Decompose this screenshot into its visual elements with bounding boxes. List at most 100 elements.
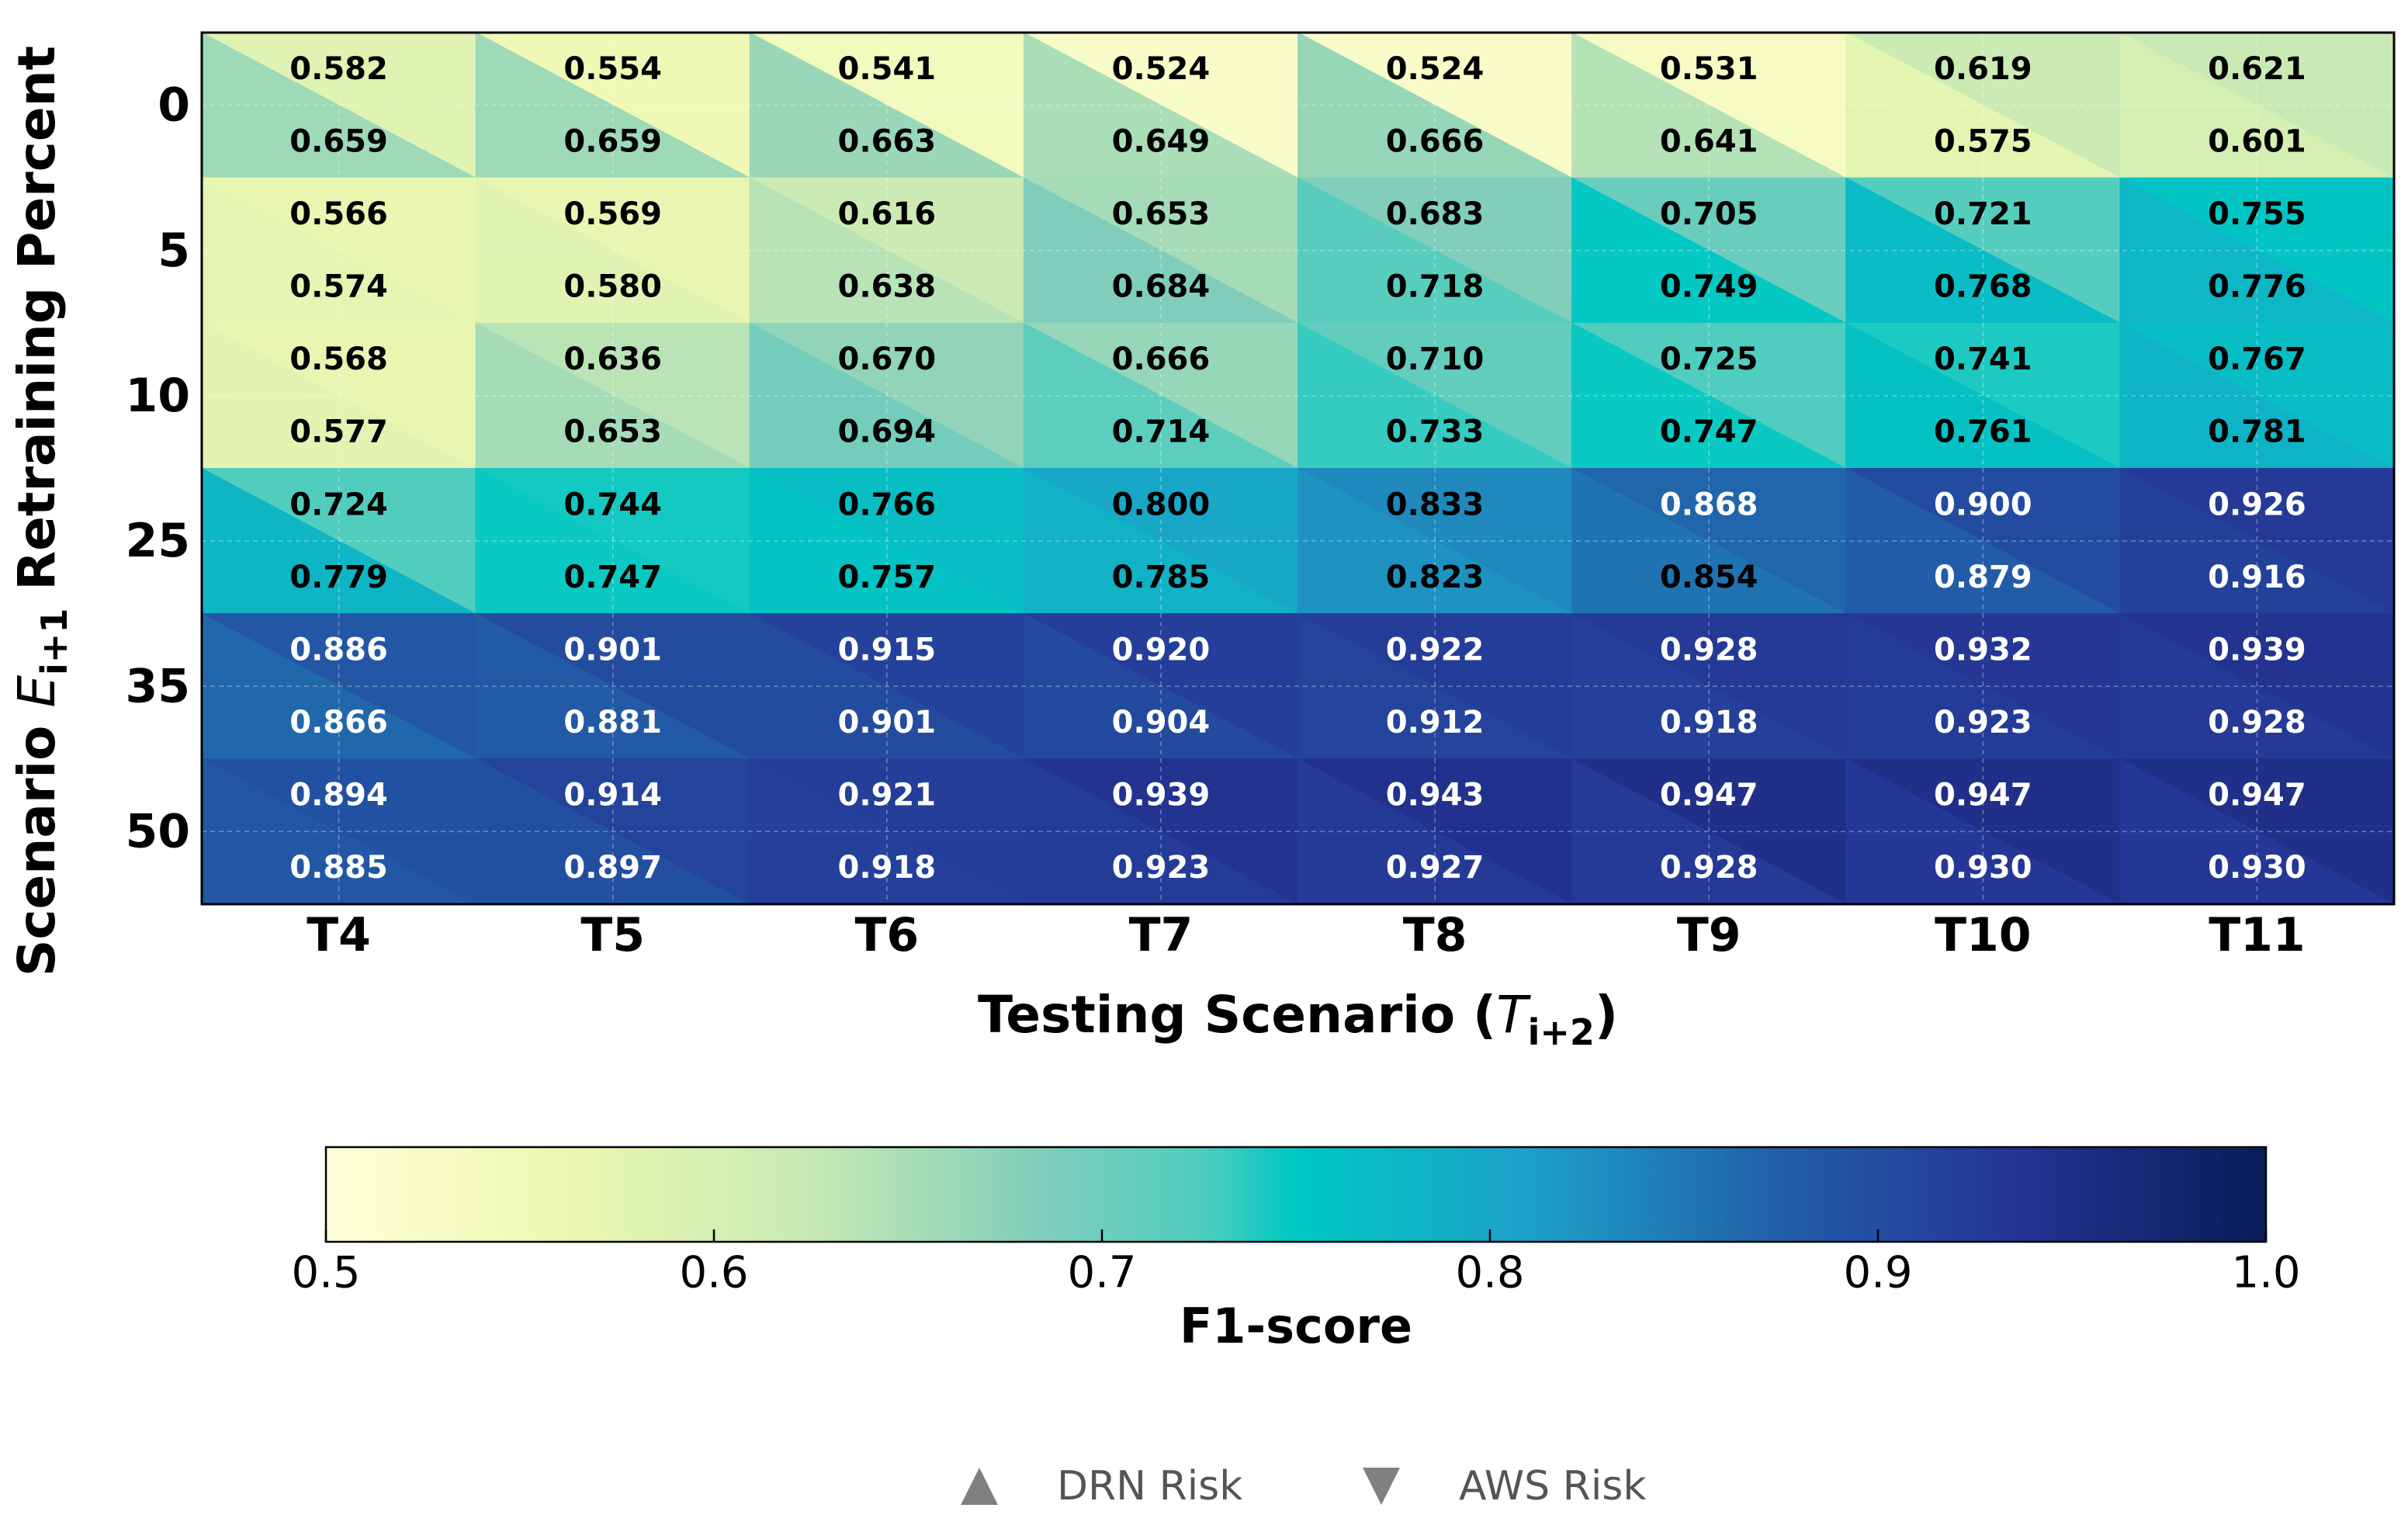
triangle-up-icon (961, 1468, 998, 1505)
aws-value-label: 0.927 (1386, 850, 1485, 886)
axes: T4 T5 T6 T7 T8 T9 T10 T11 0 5 10 25 35 50 Testing Scen… (7, 31, 2396, 1053)
drn-value-label: 0.767 (2208, 341, 2306, 377)
aws-value-label: 0.757 (838, 560, 937, 595)
aws-value-label: 0.918 (838, 850, 937, 886)
y-axis-label: Scenario Ei+1 Retraining Percent (7, 46, 75, 976)
drn-value-label: 0.901 (563, 632, 662, 667)
drn-value-label: 0.582 (289, 51, 388, 87)
gridlines (202, 33, 2394, 904)
aws-value-label: 0.601 (2208, 123, 2306, 159)
drn-value-label: 0.710 (1386, 341, 1485, 377)
colorbar-tick-label: 0.5 (291, 1248, 360, 1298)
aws-value-label: 0.928 (1660, 850, 1758, 886)
aws-value-label: 0.575 (1934, 123, 2032, 159)
aws-value-label: 0.781 (2208, 414, 2306, 450)
drn-value-label: 0.566 (289, 196, 388, 232)
x-tick-label: T4 (307, 908, 371, 962)
drn-value-label: 0.636 (563, 341, 662, 377)
aws-value-label: 0.923 (1112, 850, 1211, 886)
drn-value-label: 0.616 (838, 196, 937, 232)
x-tick-label: T11 (2209, 908, 2305, 962)
drn-value-label: 0.939 (2208, 632, 2306, 667)
drn-value-label: 0.947 (1934, 778, 2032, 813)
aws-value-label: 0.666 (1386, 123, 1485, 159)
drn-value-label: 0.914 (563, 778, 662, 813)
aws-value-label: 0.918 (1660, 705, 1758, 740)
aws-value-label: 0.779 (289, 560, 388, 595)
drn-value-label: 0.947 (2208, 778, 2306, 813)
aws-value-label: 0.930 (1934, 850, 2032, 886)
aws-value-label: 0.580 (563, 269, 662, 305)
y-tick-label: 25 (126, 514, 191, 568)
aws-value-label: 0.904 (1112, 705, 1211, 740)
drn-value-label: 0.900 (1934, 487, 2032, 522)
aws-value-label: 0.776 (2208, 269, 2306, 305)
drn-value-label: 0.653 (1112, 196, 1211, 232)
x-tick-label: T6 (854, 908, 919, 962)
aws-value-label: 0.866 (289, 705, 388, 740)
colorbar-tick-label: 1.0 (2231, 1248, 2300, 1298)
drn-value-label: 0.922 (1386, 632, 1485, 667)
plot-frame (200, 31, 2396, 906)
drn-value-label: 0.724 (289, 487, 388, 522)
drn-value-label: 0.886 (289, 632, 388, 667)
aws-value-label: 0.684 (1112, 269, 1211, 305)
drn-value-label: 0.766 (838, 487, 937, 522)
drn-value-label: 0.721 (1934, 196, 2032, 232)
x-tick-label: T8 (1403, 908, 1467, 962)
aws-value-label: 0.641 (1660, 123, 1758, 159)
aws-value-label: 0.768 (1934, 269, 2032, 305)
aws-value-label: 0.879 (1934, 560, 2032, 595)
colorbar: 0.5 0.6 0.7 0.8 0.9 1.0 F1-score (291, 1146, 2301, 1354)
drn-value-label: 0.621 (2208, 51, 2306, 87)
drn-value-label: 0.741 (1934, 341, 2032, 377)
aws-value-label: 0.923 (1934, 705, 2032, 740)
colorbar-tick-label: 0.7 (1067, 1248, 1136, 1298)
aws-value-label: 0.916 (2208, 560, 2306, 595)
aws-value-label: 0.761 (1934, 414, 2032, 450)
aws-value-label: 0.733 (1386, 414, 1485, 450)
aws-value-label: 0.649 (1112, 123, 1211, 159)
colorbar-gradient (324, 1146, 2268, 1243)
aws-value-label: 0.854 (1660, 560, 1758, 595)
drn-value-label: 0.920 (1112, 632, 1211, 667)
drn-value-label: 0.541 (838, 51, 937, 87)
drn-value-label: 0.554 (563, 51, 662, 87)
drn-value-label: 0.932 (1934, 632, 2032, 667)
x-tick-label: T7 (1129, 908, 1194, 962)
aws-value-label: 0.901 (838, 705, 937, 740)
x-axis-label: Testing Scenario (Ti+2) (978, 985, 1618, 1053)
drn-value-label: 0.947 (1660, 778, 1758, 813)
aws-value-label: 0.912 (1386, 705, 1485, 740)
aws-value-label: 0.663 (838, 123, 937, 159)
aws-value-label: 0.659 (563, 123, 662, 159)
y-tick-label: 35 (126, 659, 191, 713)
aws-value-label: 0.881 (563, 705, 662, 740)
aws-value-label: 0.747 (1660, 414, 1758, 450)
drn-value-label: 0.939 (1112, 778, 1211, 813)
drn-value-label: 0.868 (1660, 487, 1758, 522)
x-tick-label: T5 (580, 908, 645, 962)
y-tick-label: 0 (158, 78, 190, 133)
aws-value-label: 0.638 (838, 269, 937, 305)
drn-value-label: 0.670 (838, 341, 937, 377)
cell-value-labels: 0.582 0.659 0.554 0.659 0.541 0.663 0.524 0.649… (289, 51, 2306, 886)
drn-value-label: 0.666 (1112, 341, 1211, 377)
aws-value-label: 0.885 (289, 850, 388, 886)
drn-value-label: 0.568 (289, 341, 388, 377)
aws-value-label: 0.574 (289, 269, 388, 305)
aws-value-label: 0.747 (563, 560, 662, 595)
colorbar-tick-label: 0.9 (1843, 1248, 1912, 1298)
x-tick-label: T9 (1677, 908, 1741, 962)
drn-value-label: 0.705 (1660, 196, 1758, 232)
drn-value-label: 0.619 (1934, 51, 2032, 87)
legend: DRN Risk AWS Risk (961, 1463, 1646, 1510)
y-tick-label: 50 (126, 804, 191, 858)
drn-value-label: 0.725 (1660, 341, 1758, 377)
drn-value-label: 0.755 (2208, 196, 2306, 232)
legend-label: AWS Risk (1459, 1463, 1646, 1510)
colorbar-label: F1-score (1180, 1298, 1412, 1354)
triangle-down-icon (1363, 1468, 1400, 1505)
aws-value-label: 0.714 (1112, 414, 1211, 450)
